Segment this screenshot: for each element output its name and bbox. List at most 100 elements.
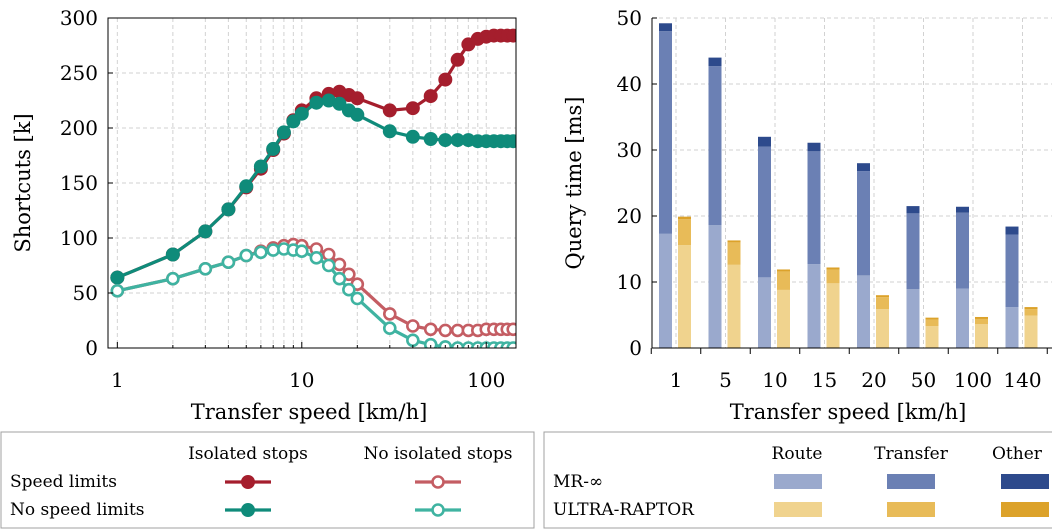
data-point [438,133,453,148]
right-x-tick-label: 20 [861,368,886,392]
right-legend-swatches [774,474,1049,517]
bar-mr-route [659,233,672,348]
legend-row-no-speed-limits: No speed limits [10,500,145,520]
bar-mr-transfer [956,212,969,289]
left-ticks: 0 50 100 150 200 250 300 1 10 100 [60,6,506,392]
data-point [350,291,365,306]
right-y-tick-label: 0 [629,336,642,360]
data-point [165,247,180,262]
data-point [438,340,453,348]
bar-ultra-route [925,326,939,348]
bar-ultra-transfer [925,319,939,327]
legend-marker [241,503,255,517]
left-y-tick-label: 50 [73,281,98,305]
data-point [506,322,516,337]
bar-ultra-route [1024,315,1038,348]
data-point [276,125,291,140]
data-point [321,258,336,273]
bar-mr-route [956,288,969,348]
bar-ultra-other [826,267,840,270]
series-nospeed_noisolated [110,242,516,348]
bar-ultra-route [876,309,889,348]
data-point [221,255,236,270]
data-point [382,124,397,139]
bar-mr-transfer [807,151,821,265]
data-point [309,95,324,110]
legend-col-no-isolated-stops: No isolated stops [363,444,512,464]
bar-mr-other [758,136,771,147]
right-x-tick-label: 1 [670,368,683,392]
bar-ultra-route [975,324,988,348]
right-x-tick-label: 10 [762,368,787,392]
data-point [198,261,213,276]
right-x-tick-label: 5 [719,368,732,392]
legend-swatch-ultra-other [1001,502,1049,517]
data-point [438,323,453,338]
data-point [423,132,438,146]
right-x-tick-label: 100 [954,368,992,392]
left-series [110,28,516,348]
bar-ultra-other [975,316,988,319]
data-point [254,245,268,260]
bar-ultra-transfer [727,242,741,265]
right-y-tick-label: 50 [617,6,642,30]
bar-mr-other [708,57,722,67]
bar-mr-transfer [906,213,920,290]
bar-mr-route [758,277,771,348]
bar-ultra-transfer [826,269,840,284]
legend-marker [241,475,255,489]
data-point [405,129,420,144]
left-y-tick-label: 200 [60,116,98,140]
bar-mr-transfer [1005,234,1019,308]
legend-marker [431,475,445,489]
right-x-tick-label: 15 [812,368,837,392]
bar-ultra-other [727,240,741,243]
left-x-tick-label: 10 [289,368,314,392]
right-y-tick-label: 40 [617,72,642,96]
data-point [110,283,125,298]
data-point [382,103,397,118]
bar-ultra-route [727,264,741,348]
data-point [450,323,465,338]
legend-row-ultra-raptor: ULTRA-RAPTOR [553,500,695,520]
data-point [166,271,180,286]
legend-marker [431,503,445,517]
data-point [423,322,438,337]
data-point [239,248,254,263]
data-point [382,307,397,321]
bar-ultra-other [678,216,691,220]
data-point [350,107,365,122]
bar-mr-route [906,289,920,348]
legend-row-mr: MR-∞ [553,472,603,492]
right-x-tick-label: 140 [1003,368,1041,392]
left-x-axis-label: Transfer speed [km/h] [191,400,428,424]
data-point [221,202,236,217]
legend-col-other: Other [992,444,1043,464]
right-y-axis-label: Query time [ms] [562,97,586,270]
bar-ultra-other [876,295,889,298]
right-y-tick-label: 10 [617,270,642,294]
bar-mr-route [807,264,821,348]
bar-ultra-route [826,283,840,348]
bar-ultra-transfer [876,297,889,310]
left-legend-markers [225,475,461,517]
series-nospeed_isolated [110,93,516,285]
data-point [506,134,516,149]
left-y-tick-label: 100 [60,226,98,250]
right-bars [659,23,1038,348]
data-point [332,96,347,111]
series-line-speed_isolated [116,33,514,280]
bar-mr-other [807,142,821,152]
data-point [405,101,420,116]
bar-mr-transfer [758,146,771,278]
legend-row-speed-limits: Speed limits [10,472,117,492]
bar-ultra-transfer [975,318,988,325]
data-point [506,28,516,43]
bar-ultra-transfer [678,219,691,246]
right-legend: Route Transfer Other MR-∞ ULTRA-RAPTOR [543,431,1052,529]
data-point [294,106,309,121]
shortcuts-chart: 0 50 100 150 200 250 300 1 10 100 Transfer speed … [11,6,517,424]
right-y-tick-label: 20 [617,204,642,228]
